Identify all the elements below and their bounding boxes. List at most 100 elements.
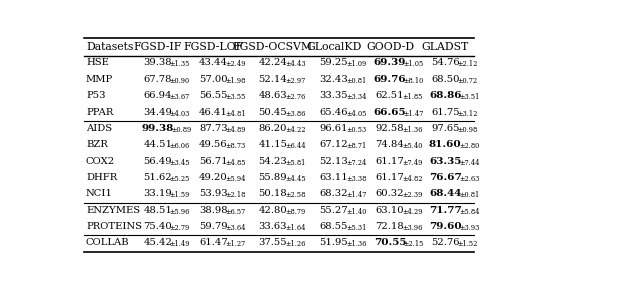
Text: 56.71: 56.71 [199,157,228,166]
Text: 61.17: 61.17 [376,157,404,166]
Text: 87.73: 87.73 [199,124,228,133]
Text: ±3.67: ±3.67 [170,93,190,101]
Text: ±4.05: ±4.05 [346,110,366,118]
Text: 50.45: 50.45 [259,108,287,117]
Text: 70.55: 70.55 [374,238,406,247]
Text: ±5.40: ±5.40 [402,142,422,150]
Text: ±3.12: ±3.12 [457,110,477,118]
Text: ±2.39: ±2.39 [402,191,422,199]
Text: 69.39: 69.39 [374,59,406,67]
Text: ±1.47: ±1.47 [404,110,424,118]
Text: DHFR: DHFR [86,173,117,182]
Text: 68.32: 68.32 [320,189,348,198]
Text: 43.44: 43.44 [199,59,228,67]
Text: ±1.09: ±1.09 [346,61,366,69]
Text: 68.50: 68.50 [431,75,460,84]
Text: 61.47: 61.47 [199,238,228,247]
Text: ±2.63: ±2.63 [459,175,479,183]
Text: 52.14: 52.14 [259,75,287,84]
Text: ±0.81: ±0.81 [459,191,479,199]
Text: 53.93: 53.93 [199,189,228,198]
Text: 67.12: 67.12 [319,140,348,149]
Text: 99.38: 99.38 [141,124,174,133]
Text: ±4.43: ±4.43 [285,61,305,69]
Text: ±6.44: ±6.44 [285,142,305,150]
Text: 41.15: 41.15 [259,140,287,149]
Text: Datasets: Datasets [86,42,133,52]
Text: 45.42: 45.42 [143,238,172,247]
Text: ±2.12: ±2.12 [457,61,477,69]
Text: 74.84: 74.84 [376,140,404,149]
Text: 50.18: 50.18 [259,189,287,198]
Text: ±3.38: ±3.38 [346,175,366,183]
Text: 66.65: 66.65 [374,108,406,117]
Text: 68.55: 68.55 [320,222,348,231]
Text: ±7.44: ±7.44 [459,159,479,167]
Text: 56.49: 56.49 [143,157,172,166]
Text: GLADST: GLADST [422,42,469,52]
Text: ±1.85: ±1.85 [402,93,422,101]
Text: ±4.22: ±4.22 [285,126,305,134]
Text: ±1.47: ±1.47 [346,191,366,199]
Text: ±5.31: ±5.31 [346,224,366,232]
Text: 62.51: 62.51 [376,91,404,100]
Text: ±2.76: ±2.76 [285,93,305,101]
Text: FGSD-LOF: FGSD-LOF [183,42,244,52]
Text: ±4.89: ±4.89 [225,126,246,134]
Text: FGSD-IF: FGSD-IF [134,42,182,52]
Text: 72.18: 72.18 [376,222,404,231]
Text: MMP: MMP [86,75,113,84]
Text: 39.38: 39.38 [143,59,172,67]
Text: ±2.80: ±2.80 [459,142,479,150]
Text: ±1.52: ±1.52 [457,241,477,248]
Text: 60.32: 60.32 [376,189,404,198]
Text: 55.89: 55.89 [259,173,287,182]
Text: ±8.73: ±8.73 [225,142,246,150]
Text: ±8.10: ±8.10 [404,77,424,85]
Text: ±5.81: ±5.81 [285,159,305,167]
Text: 48.63: 48.63 [259,91,287,100]
Text: 56.55: 56.55 [199,91,228,100]
Text: 33.35: 33.35 [319,91,348,100]
Text: ±2.49: ±2.49 [225,61,246,69]
Text: COLLAB: COLLAB [86,238,129,247]
Text: PPAR: PPAR [86,108,113,117]
Text: ±2.58: ±2.58 [285,191,305,199]
Text: ±2.97: ±2.97 [285,77,305,85]
Text: ±3.34: ±3.34 [346,93,366,101]
Text: ±1.35: ±1.35 [170,61,190,69]
Text: ±4.03: ±4.03 [170,110,190,118]
Text: 37.55: 37.55 [259,238,287,247]
Text: GLocalKD: GLocalKD [307,42,362,52]
Text: 61.75: 61.75 [431,108,460,117]
Text: ±1.36: ±1.36 [346,241,366,248]
Text: ±5.84: ±5.84 [459,208,479,216]
Text: ±0.98: ±0.98 [457,126,477,134]
Text: ±8.79: ±8.79 [285,208,305,216]
Text: HSE: HSE [86,59,109,67]
Text: 33.63: 33.63 [259,222,287,231]
Text: ±7.49: ±7.49 [402,159,422,167]
Text: 81.60: 81.60 [429,140,461,149]
Text: ±1.59: ±1.59 [170,191,190,199]
Text: 67.78: 67.78 [143,75,172,84]
Text: 33.19: 33.19 [143,189,172,198]
Text: ±1.27: ±1.27 [225,241,246,248]
Text: ±3.51: ±3.51 [459,93,479,101]
Text: 68.44: 68.44 [429,189,461,198]
Text: 52.76: 52.76 [431,238,460,247]
Text: ±4.85: ±4.85 [225,159,246,167]
Text: 49.56: 49.56 [199,140,228,149]
Text: 86.20: 86.20 [259,124,287,133]
Text: 65.46: 65.46 [320,108,348,117]
Text: ±3.55: ±3.55 [225,93,246,101]
Text: ±3.86: ±3.86 [285,110,305,118]
Text: 63.10: 63.10 [376,205,404,215]
Text: 49.20: 49.20 [199,173,228,182]
Text: ±5.25: ±5.25 [170,175,190,183]
Text: ±0.81: ±0.81 [346,77,366,85]
Text: BZR: BZR [86,140,108,149]
Text: PROTEINS: PROTEINS [86,222,142,231]
Text: ±1.49: ±1.49 [170,241,190,248]
Text: 63.35: 63.35 [429,157,461,166]
